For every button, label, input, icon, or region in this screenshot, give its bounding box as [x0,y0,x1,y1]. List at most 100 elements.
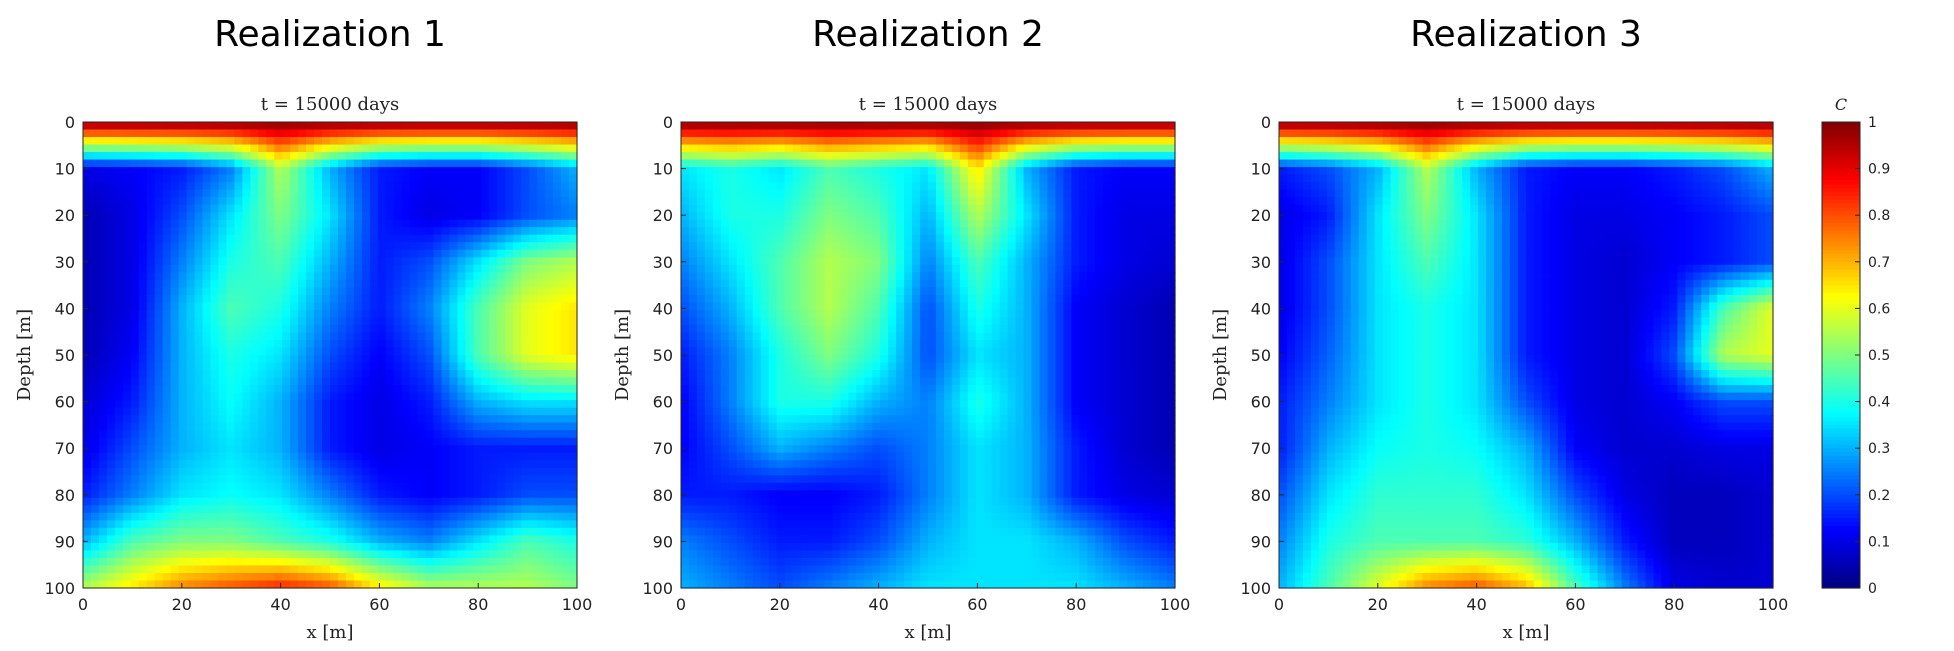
heatmap-cell [194,347,204,356]
heatmap-cell [146,182,156,191]
heatmap-cell [274,294,283,303]
heatmap-cell [736,219,746,228]
heatmap-cell [505,242,514,251]
heatmap-cell [1143,189,1152,198]
heatmap-cell [202,152,212,161]
heatmap-cell [433,144,443,153]
heatmap-cell [330,234,339,243]
heatmap-cell [752,227,762,236]
heatmap-cell [234,182,243,191]
heatmap-cell [98,174,108,183]
heatmap-cell [98,550,108,559]
heatmap-cell [186,219,196,228]
heatmap-cell [98,520,108,529]
heatmap-cell [537,490,546,499]
heatmap-cell [704,129,714,138]
heatmap-cell [409,242,419,251]
heatmap-cell [401,219,411,228]
heatmap-cell [106,475,116,484]
heatmap-cell [106,557,116,567]
heatmap-cell [433,249,443,258]
heatmap-cell [800,144,810,153]
heatmap-cell [377,249,387,258]
heatmap-cell [369,129,379,138]
heatmap-cell [298,234,307,243]
heatmap-cell [106,407,116,416]
heatmap-cell [569,204,578,213]
heatmap-cell [489,264,498,273]
heatmap-cell [322,505,331,514]
heatmap-cell [330,227,339,236]
heatmap-cell [330,392,339,401]
heatmap-cell [194,272,204,281]
heatmap-cell [1111,189,1120,198]
heatmap-cell [736,197,746,206]
heatmap-cell [433,580,443,589]
heatmap-cell [290,392,299,401]
heatmap-cell [178,159,188,168]
heatmap-cell [218,234,228,243]
heatmap-cell [258,377,267,386]
heatmap-cell [178,557,188,567]
x-tick-label: 20 [172,595,192,614]
heatmap-cell [545,249,554,258]
heatmap-cell [513,339,522,349]
heatmap-cell [433,339,443,349]
heatmap-cell [345,212,355,221]
heatmap-cell [369,527,379,536]
heatmap-cell [951,182,961,191]
heatmap-cell [226,430,235,439]
heatmap-cell [401,520,411,529]
heatmap-cell [553,174,562,183]
heatmap-cell [1079,219,1088,228]
heatmap-cell [959,137,969,146]
heatmap-cell [306,475,315,484]
heatmap-cell [130,234,140,243]
heatmap-cell [880,242,889,251]
heatmap-cell [975,204,985,213]
heatmap-cell [521,392,530,401]
heatmap-cell [537,580,546,589]
heatmap-cell [417,122,427,131]
heatmap-cell [250,467,259,476]
heatmap-cell [840,159,849,168]
heatmap-cell [497,535,506,544]
heatmap-cell [266,347,275,356]
heatmap-cell [712,122,722,131]
heatmap-cell [361,407,371,416]
heatmap-cell [178,370,188,379]
heatmap-cell [537,287,546,296]
heatmap-cell [792,182,802,191]
heatmap-cell [943,242,953,251]
heatmap-cell [768,122,778,131]
heatmap-cell [218,407,228,416]
heatmap-cell [465,264,475,273]
heatmap-cell [553,565,562,574]
heatmap-cell [353,219,363,228]
heatmap-cell [521,309,530,319]
heatmap-cell [226,557,235,567]
heatmap-cell [146,197,156,206]
heatmap-cell [449,475,459,484]
heatmap-cell [282,505,291,514]
heatmap-cell [800,242,810,251]
heatmap-cell [433,490,443,499]
heatmap-cell [401,129,411,138]
heatmap-cell [393,445,403,454]
heatmap-cell [194,385,204,394]
heatmap-cell [991,122,1001,131]
heatmap-cell [234,249,243,258]
heatmap-cell [800,182,810,191]
heatmap-cell [465,197,475,206]
heatmap-cell [146,234,156,243]
heatmap-cell [401,257,411,266]
heatmap-cell [337,475,347,484]
heatmap-cell [441,377,451,386]
heatmap-cell [896,197,905,206]
heatmap-cell [537,385,546,394]
heatmap-cell [298,309,307,319]
heatmap-cell [218,129,228,138]
heatmap-cell [465,490,475,499]
heatmap-cell [497,212,506,221]
